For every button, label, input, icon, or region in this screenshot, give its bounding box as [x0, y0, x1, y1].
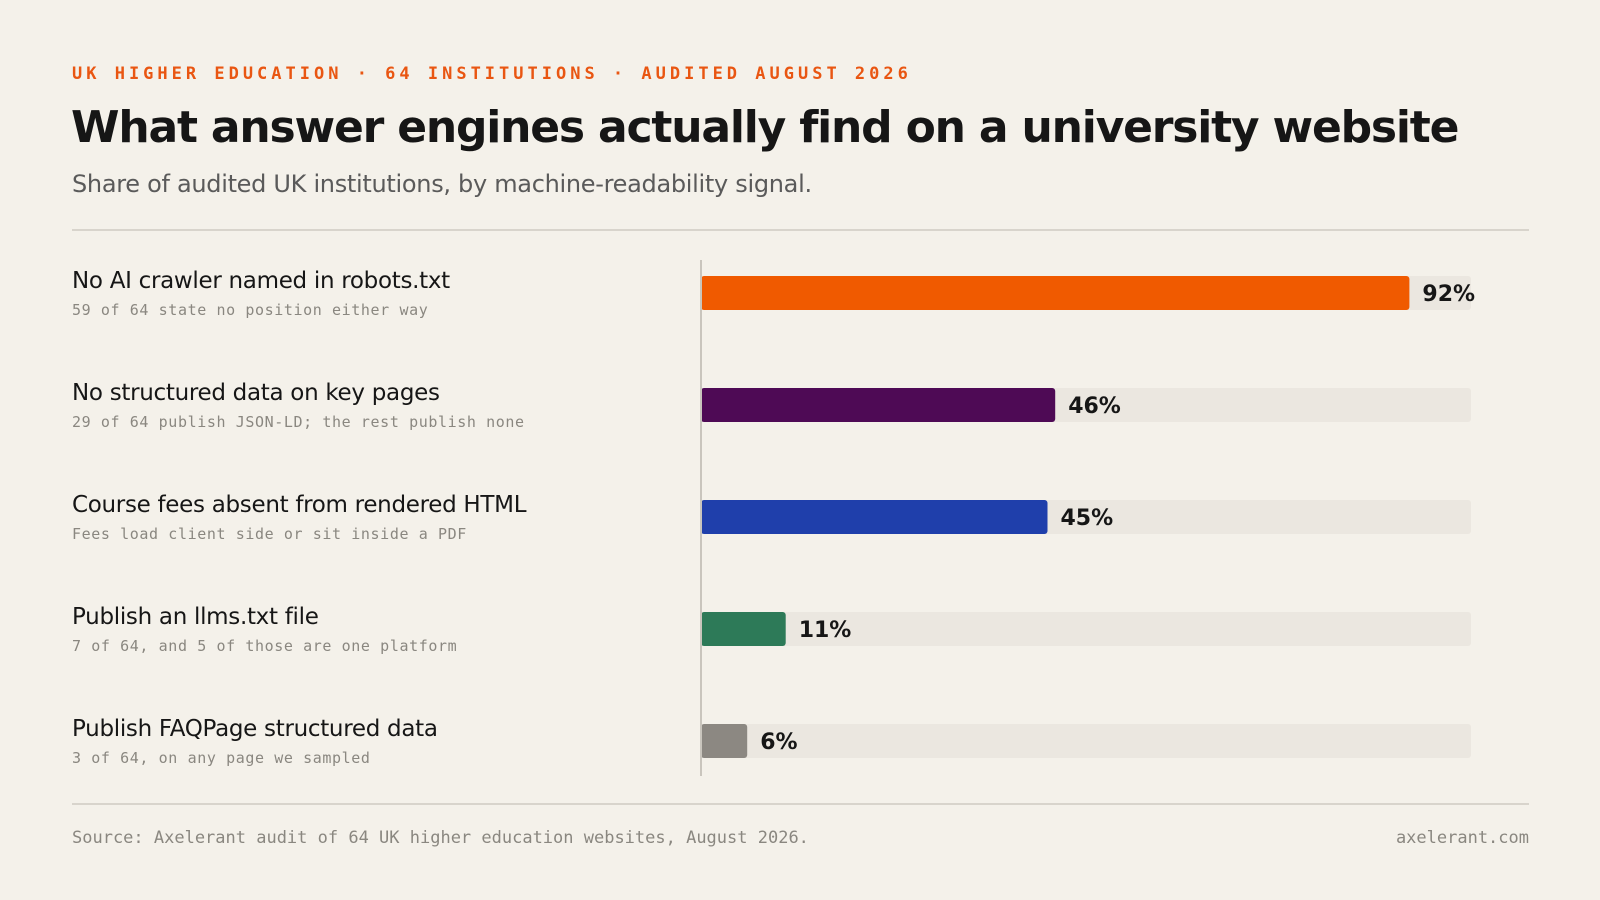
- bar-row: No structured data on key pages 29 of 64 …: [72, 380, 1471, 431]
- value-label: 6%: [760, 730, 797, 755]
- category-label: Publish an llms.txt file: [72, 604, 319, 630]
- bar: [701, 500, 1048, 534]
- category-description: Fees load client side or sit inside a PD…: [72, 525, 467, 543]
- category-label: Course fees absent from rendered HTML: [72, 492, 527, 518]
- category-description: 3 of 64, on any page we sampled: [72, 749, 371, 767]
- chart-title: What answer engines actually find on a u…: [71, 102, 1459, 153]
- chart-subtitle: Share of audited UK institutions, by mac…: [72, 170, 812, 198]
- category-label: No AI crawler named in robots.txt: [72, 268, 450, 294]
- value-label: 11%: [799, 618, 852, 643]
- bar: [701, 276, 1410, 310]
- category-label: No structured data on key pages: [72, 380, 440, 406]
- bar-row: Course fees absent from rendered HTML Fee…: [72, 492, 1471, 543]
- category-description: 29 of 64 publish JSON-LD; the rest publi…: [72, 413, 525, 431]
- bar-row: Publish FAQPage structured data 3 of 64, …: [72, 716, 1471, 767]
- bar-row: Publish an llms.txt file 7 of 64, and 5 o…: [72, 604, 1471, 655]
- category-description: 59 of 64 state no position either way: [72, 301, 428, 319]
- value-label: 92%: [1422, 282, 1475, 307]
- brand-credit: axelerant.com: [1395, 828, 1529, 848]
- bar-track: [701, 724, 1471, 758]
- bar: [701, 724, 748, 758]
- value-label: 45%: [1061, 506, 1114, 531]
- bar-track: [701, 612, 1471, 646]
- value-label: 46%: [1068, 394, 1121, 419]
- bar: [701, 612, 786, 646]
- bottom-divider: [72, 803, 1529, 805]
- top-divider: [72, 229, 1529, 231]
- bar-row: No AI crawler named in robots.txt 59 of 6…: [72, 268, 1475, 319]
- eyebrow-kicker: UK HIGHER EDUCATION · 64 INSTITUTIONS · …: [72, 64, 912, 84]
- bar: [701, 388, 1056, 422]
- category-label: Publish FAQPage structured data: [72, 716, 438, 742]
- source-note: Source: Axelerant audit of 64 UK higher …: [72, 828, 809, 848]
- category-description: 7 of 64, and 5 of those are one platform: [72, 637, 457, 655]
